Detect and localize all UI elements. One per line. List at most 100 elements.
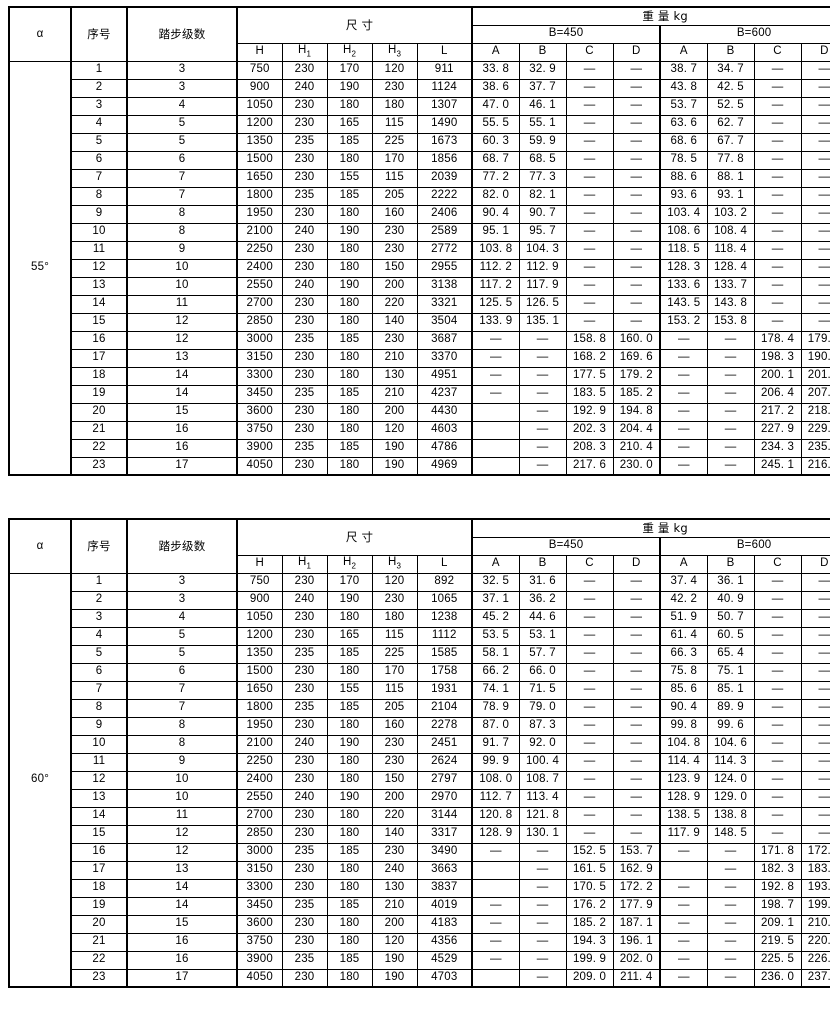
cell-serial-no: 23 <box>70 968 128 988</box>
cell-dim-h: 2850 <box>236 824 283 844</box>
cell-b600-d: — <box>800 204 830 224</box>
cell-b450-d: 185. 2 <box>612 384 662 404</box>
cell-b600-a: 78. 5 <box>659 150 708 170</box>
cell-b600-b: 60. 5 <box>706 626 755 646</box>
cell-b600-b: 34. 7 <box>706 60 755 80</box>
cell-dim-h: 3900 <box>236 950 283 970</box>
cell-dim-l: 2624 <box>416 752 474 772</box>
cell-b450-b: 130. 1 <box>518 824 567 844</box>
cell-b450-c: 199. 9 <box>565 950 614 970</box>
cell-dim-h1: 240 <box>281 222 328 242</box>
cell-b450-d: 204. 4 <box>612 420 662 440</box>
cell-dim-h2: 190 <box>326 276 373 296</box>
cell-dim-h2: 185 <box>326 384 373 404</box>
cell-b600-a: — <box>659 914 708 934</box>
cell-dim-l: 4356 <box>416 932 474 952</box>
cell-dim-h2: 180 <box>326 312 373 332</box>
cell-b600-a: 99. 8 <box>659 716 708 736</box>
cell-serial-no: 11 <box>70 752 128 772</box>
cell-serial-no: 20 <box>70 914 128 934</box>
cell-dim-h3: 200 <box>371 276 418 296</box>
cell-b450-d: — <box>612 294 662 314</box>
cell-dim-h1: 235 <box>281 950 328 970</box>
header-b450-a: A <box>471 42 520 62</box>
cell-dim-l: 4603 <box>416 420 474 440</box>
cell-dim-h2: 180 <box>326 860 373 880</box>
cell-serial-no: 8 <box>70 698 128 718</box>
table-row: 23 17 4050 230 180 190 4703—209. 0 211. 4— —236.… <box>9 968 830 988</box>
cell-step-count: 9 <box>126 752 238 772</box>
cell-dim-h: 2400 <box>236 770 283 790</box>
cell-serial-no: 12 <box>70 258 128 278</box>
cell-b600-a: — <box>659 456 708 476</box>
cell-dim-l: 3138 <box>416 276 474 296</box>
cell-serial-no: 15 <box>70 824 128 844</box>
cell-dim-h: 2100 <box>236 222 283 242</box>
table-row: 7 7 1650 230 155 115 1931 74. 1 71. 5— —85. 6 85. … <box>9 680 830 700</box>
cell-dim-h3: 240 <box>371 860 418 880</box>
cell-b600-a: 66. 3 <box>659 644 708 664</box>
cell-b600-b: — <box>706 896 755 916</box>
cell-step-count: 14 <box>126 366 238 386</box>
cell-dim-h3: 130 <box>371 878 418 898</box>
cell-b600-b: 52. 5 <box>706 96 755 116</box>
cell-dim-h3: 210 <box>371 384 418 404</box>
cell-b450-a: — <box>471 842 520 862</box>
cell-b450-d: 177. 9 <box>612 896 662 916</box>
cell-dim-h3: 190 <box>371 438 418 458</box>
cell-b600-c: — <box>753 222 802 242</box>
cell-b450-c: — <box>565 168 614 188</box>
cell-dim-h2: 165 <box>326 114 373 134</box>
cell-b450-b: 135. 1 <box>518 312 567 332</box>
cell-b450-a <box>471 438 520 458</box>
cell-b600-a <box>659 860 708 880</box>
cell-b450-a: 58. 1 <box>471 644 520 664</box>
cell-dim-h3: 160 <box>371 204 418 224</box>
cell-step-count: 13 <box>126 860 238 880</box>
cell-serial-no: 15 <box>70 312 128 332</box>
cell-b450-c: — <box>565 608 614 628</box>
cell-b600-d: 193. 7 <box>800 878 830 898</box>
cell-dim-l: 3687 <box>416 330 474 350</box>
cell-b450-a: 68. 7 <box>471 150 520 170</box>
cell-serial-no: 14 <box>70 806 128 826</box>
cell-b450-b: — <box>518 384 567 404</box>
cell-serial-no: 3 <box>70 96 128 116</box>
cell-dim-h3: 115 <box>371 168 418 188</box>
cell-dim-h3: 115 <box>371 626 418 646</box>
cell-b450-a: — <box>471 932 520 952</box>
cell-b600-a: — <box>659 968 708 988</box>
cell-dim-h2: 180 <box>326 240 373 260</box>
cell-dim-h3: 120 <box>371 420 418 440</box>
cell-dim-h1: 235 <box>281 896 328 916</box>
cell-step-count: 3 <box>126 78 238 98</box>
cell-step-count: 4 <box>126 608 238 628</box>
cell-b600-d: — <box>800 572 830 592</box>
cell-dim-h1: 230 <box>281 716 328 736</box>
cell-b450-d: 162. 9 <box>612 860 662 880</box>
cell-dim-h1: 230 <box>281 366 328 386</box>
header-weight-group: 重 量 kg <box>471 518 830 538</box>
cell-dim-h: 3150 <box>236 348 283 368</box>
cell-b600-b: 40. 9 <box>706 590 755 610</box>
cell-b600-b: 62. 7 <box>706 114 755 134</box>
cell-dim-h: 2250 <box>236 240 283 260</box>
cell-b600-d: 237. 6 <box>800 968 830 988</box>
cell-b600-b: 89. 9 <box>706 698 755 718</box>
cell-serial-no: 19 <box>70 384 128 404</box>
header-b450: B=450 <box>471 24 662 44</box>
header-b450-d: D <box>612 42 662 62</box>
cell-dim-h2: 190 <box>326 788 373 808</box>
cell-dim-h2: 180 <box>326 150 373 170</box>
table-row: 9 8 1950 230 180 160 2278 87. 0 87. 3— —99. 8 99. … <box>9 716 830 736</box>
cell-dim-l: 2955 <box>416 258 474 278</box>
cell-b450-b: 121. 8 <box>518 806 567 826</box>
table-row: 8 7 1800 235 185 205 2222 82. 0 82. 1— —93. 6 93. … <box>9 186 830 206</box>
cell-b600-a: — <box>659 932 708 952</box>
cell-step-count: 3 <box>126 590 238 610</box>
header-alpha: α <box>8 518 72 574</box>
cell-b450-c: — <box>565 644 614 664</box>
cell-b450-c: — <box>565 96 614 116</box>
cell-b600-d: — <box>800 186 830 206</box>
cell-dim-h2: 180 <box>326 824 373 844</box>
